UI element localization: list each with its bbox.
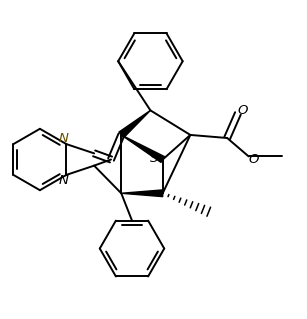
Polygon shape (119, 110, 150, 138)
Text: O: O (237, 105, 248, 117)
Polygon shape (121, 135, 165, 162)
Text: O: O (248, 153, 258, 166)
Text: S: S (150, 152, 158, 165)
Text: N: N (59, 174, 69, 187)
Text: N: N (59, 132, 69, 145)
Polygon shape (121, 190, 163, 197)
